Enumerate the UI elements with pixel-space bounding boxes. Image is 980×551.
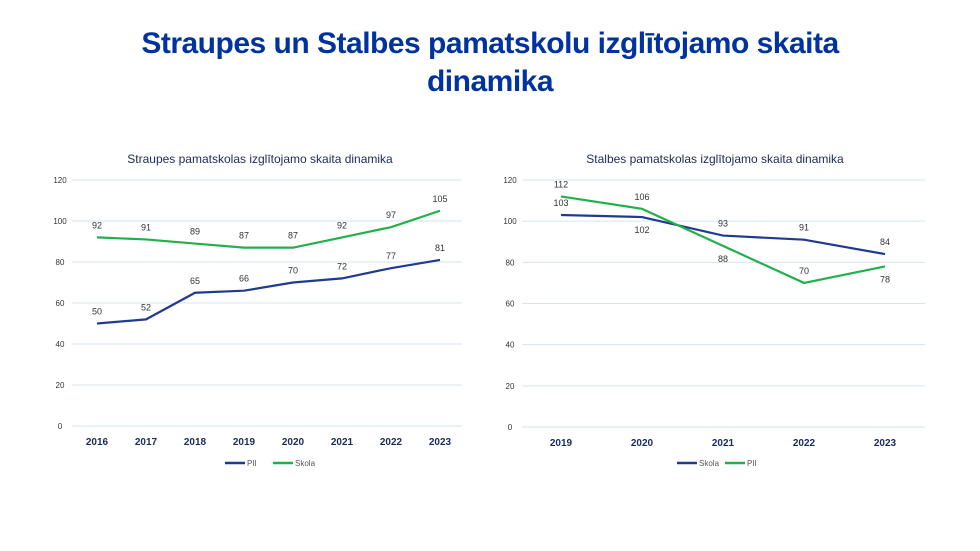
data-label: 70 — [288, 266, 298, 276]
x-tick-label: 2021 — [331, 437, 354, 448]
data-label: 92 — [92, 220, 102, 230]
y-tick-label: 60 — [56, 299, 65, 308]
data-label: 91 — [141, 222, 151, 232]
x-tick-label: 2016 — [86, 437, 109, 448]
x-tick-label: 2017 — [135, 437, 158, 448]
legend-label: PII — [747, 459, 757, 468]
data-label: 50 — [92, 307, 102, 317]
data-label: 65 — [190, 276, 200, 286]
x-tick-label: 2022 — [793, 438, 816, 449]
data-label: 97 — [386, 210, 396, 220]
x-tick-label: 2020 — [631, 438, 654, 449]
data-label: 103 — [553, 198, 568, 208]
series-line-pii — [96, 258, 441, 325]
x-tick-label: 2022 — [380, 437, 403, 448]
series-line-skola — [560, 213, 886, 256]
y-tick-label: 40 — [506, 341, 515, 350]
y-tick-label: 120 — [53, 176, 67, 185]
data-label: 87 — [288, 231, 298, 241]
series-line-pii — [560, 195, 886, 285]
data-label: 52 — [141, 302, 151, 312]
legend-label: PII — [247, 459, 257, 468]
y-tick-label: 60 — [506, 300, 515, 309]
x-tick-label: 2018 — [184, 437, 207, 448]
y-tick-label: 80 — [506, 258, 515, 267]
data-label: 92 — [337, 220, 347, 230]
y-tick-label: 0 — [58, 422, 63, 431]
y-tick-label: 20 — [506, 382, 515, 391]
chart-title: Straupes pamatskolas izglītojamo skaita … — [127, 152, 393, 166]
data-label: 93 — [718, 219, 728, 229]
data-label: 89 — [190, 227, 200, 237]
data-label: 112 — [554, 179, 568, 189]
data-label: 102 — [634, 225, 649, 235]
y-tick-label: 100 — [503, 217, 517, 226]
y-tick-label: 20 — [56, 381, 65, 390]
data-label: 72 — [337, 261, 347, 271]
series-line-skola — [96, 209, 441, 249]
legend-label: Skola — [295, 459, 316, 468]
data-label: 91 — [799, 223, 809, 233]
data-label: 78 — [880, 274, 890, 284]
data-label: 105 — [432, 194, 447, 204]
data-label: 66 — [239, 274, 249, 284]
x-tick-label: 2020 — [282, 437, 305, 448]
y-tick-label: 40 — [56, 340, 65, 349]
title-line-2: dinamika — [426, 65, 554, 98]
y-tick-label: 0 — [508, 423, 513, 432]
data-label: 106 — [634, 192, 649, 202]
data-label: 77 — [386, 251, 396, 261]
y-tick-label: 120 — [503, 176, 517, 185]
y-tick-label: 100 — [53, 217, 67, 226]
x-tick-label: 2023 — [874, 438, 897, 449]
x-tick-label: 2019 — [233, 437, 256, 448]
data-label: 87 — [239, 231, 249, 241]
data-label: 81 — [435, 243, 445, 253]
chart-title: Stalbes pamatskolas izglītojamo skaita d… — [586, 152, 844, 166]
y-tick-label: 80 — [56, 258, 65, 267]
legend-label: Skola — [699, 459, 720, 468]
data-label: 88 — [718, 254, 728, 264]
data-label: 84 — [880, 237, 890, 247]
x-tick-label: 2019 — [550, 438, 573, 449]
data-label: 70 — [799, 266, 809, 276]
x-tick-label: 2023 — [429, 437, 452, 448]
title-line-1: Straupes un Stalbes pamatskolu izglītoja… — [141, 27, 839, 60]
x-tick-label: 2021 — [712, 438, 735, 449]
page-title: Straupes un Stalbes pamatskolu izglītoja… — [0, 25, 980, 101]
